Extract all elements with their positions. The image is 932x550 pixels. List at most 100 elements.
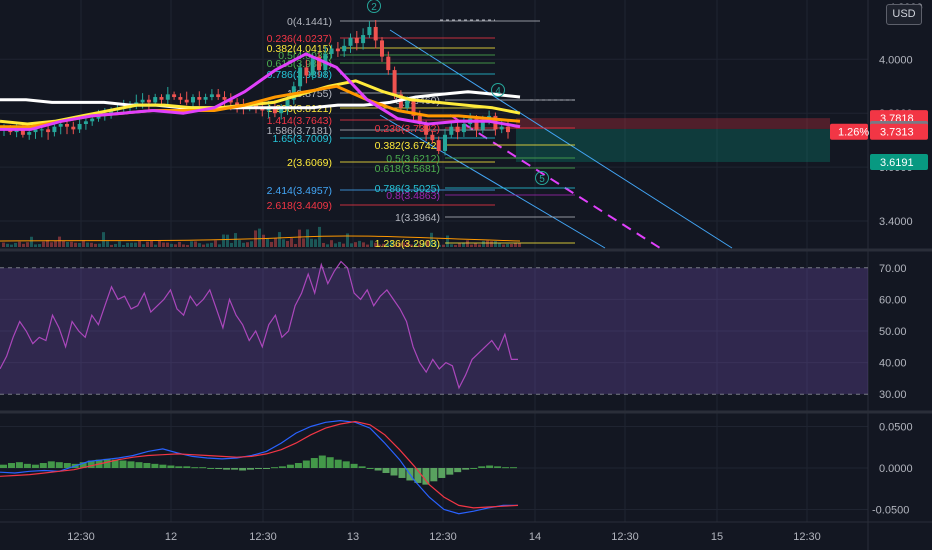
candle-body — [52, 126, 57, 133]
volume-bar — [54, 241, 57, 247]
time-axis-label: 15 — [711, 531, 723, 543]
volume-bar — [230, 242, 233, 247]
time-axis-label: 12:30 — [611, 531, 639, 543]
volume-bar — [454, 244, 457, 247]
volume-bar — [130, 242, 133, 247]
volume-bar — [146, 241, 149, 247]
candle-body — [443, 134, 447, 151]
volume-bar — [38, 244, 41, 247]
candle-body — [386, 56, 391, 71]
volume-bar — [94, 243, 97, 247]
wave-label-circle — [367, 0, 381, 13]
macd-histogram-bar — [183, 466, 191, 468]
candle-body — [285, 99, 290, 108]
macd-histogram-bar — [39, 463, 47, 468]
volume-bar — [110, 244, 113, 247]
rsi-line — [0, 260, 518, 390]
candle-body — [58, 124, 63, 127]
volume-bar — [370, 240, 373, 247]
candle-body — [411, 99, 416, 116]
candle-body — [304, 67, 309, 76]
rsi-axis-tick: 50.00 — [879, 326, 907, 338]
price-tag — [870, 123, 928, 140]
fib-label: 0.382(3.6742) — [375, 140, 440, 152]
volume-bar — [186, 244, 189, 247]
candle-body — [209, 94, 214, 98]
macd-histogram-bar — [462, 468, 470, 470]
volume-bar — [418, 244, 421, 247]
macd-histogram-bar — [191, 467, 199, 469]
macd-histogram-bar — [502, 467, 510, 469]
volume-bar — [318, 226, 321, 247]
fib-label: 0.236(3.7392) — [375, 123, 440, 135]
candle-body — [191, 97, 195, 103]
macd-histogram-bar — [446, 468, 454, 475]
rsi-axis-tick: 40.00 — [879, 358, 907, 370]
volume-bar — [6, 243, 9, 247]
volume-bar — [142, 244, 145, 247]
volume-bar — [34, 244, 37, 247]
candle-body — [480, 121, 485, 130]
volume-ma — [0, 235, 521, 242]
fib-label: 0.8(3.4863) — [386, 190, 440, 202]
macd-histogram-bar — [374, 468, 382, 471]
volume-bar — [198, 243, 201, 247]
macd-histogram-bar — [103, 458, 111, 468]
candle-body — [159, 97, 164, 100]
volume-bar — [134, 242, 137, 247]
candle-body — [424, 124, 429, 135]
candle-body — [461, 124, 466, 133]
candle-body — [178, 97, 183, 100]
volume-bar — [178, 241, 181, 247]
time-axis-label: 12:30 — [429, 531, 457, 543]
macd-histogram-bar — [79, 462, 87, 468]
volume-bar — [470, 244, 473, 247]
macd-histogram-bar — [207, 468, 215, 469]
currency-button[interactable]: USD — [886, 4, 922, 25]
macd-histogram-bar — [31, 464, 39, 468]
macd-histogram-bar — [263, 468, 270, 469]
volume-bar — [286, 240, 289, 247]
macd-histogram-bar — [366, 468, 374, 469]
volume-bar — [122, 244, 125, 247]
rsi-axis-tick: 30.00 — [879, 389, 907, 401]
macd-histogram-bar — [342, 461, 350, 468]
volume-bar — [458, 243, 461, 247]
candle-body — [449, 126, 454, 135]
candle-body — [474, 118, 479, 130]
channel-median — [449, 114, 661, 249]
volume-bar — [290, 238, 293, 247]
volume-bar — [234, 233, 237, 247]
macd-histogram-bar — [239, 468, 247, 471]
volume-bar — [486, 240, 489, 247]
candle-body — [77, 124, 82, 130]
volume-bar — [510, 243, 513, 247]
volume-bar — [450, 244, 453, 247]
macd-histogram-bar — [199, 467, 207, 469]
macd-histogram-bar — [318, 455, 326, 468]
macd-line — [0, 419, 518, 515]
macd-axis-tick: 0.0000 — [879, 463, 913, 475]
candle-body — [222, 97, 227, 100]
candle-body — [279, 107, 284, 114]
volume-bar — [390, 240, 393, 247]
volume-bar — [466, 240, 469, 247]
time-axis-label: 13 — [347, 531, 359, 543]
macd-histogram-bar — [223, 468, 231, 470]
fib-label: 0.382(4.0415) — [267, 43, 332, 55]
volume-bar — [82, 240, 85, 247]
macd-histogram-bar — [430, 468, 438, 482]
fib-label: 1.414(3.7643) — [267, 115, 332, 127]
candle-body — [203, 97, 208, 100]
candle-body — [96, 115, 101, 119]
wave-label-circle — [491, 83, 505, 97]
macd-histogram-bar — [414, 468, 422, 483]
volume-bar — [22, 243, 25, 247]
volume-bar — [30, 236, 33, 247]
macd-histogram-bar — [255, 468, 262, 469]
macd-histogram-bar — [286, 464, 294, 468]
rsi-axis-tick: 60.00 — [879, 294, 907, 306]
volume-bar — [262, 234, 265, 247]
macd-histogram-bar — [271, 467, 278, 469]
